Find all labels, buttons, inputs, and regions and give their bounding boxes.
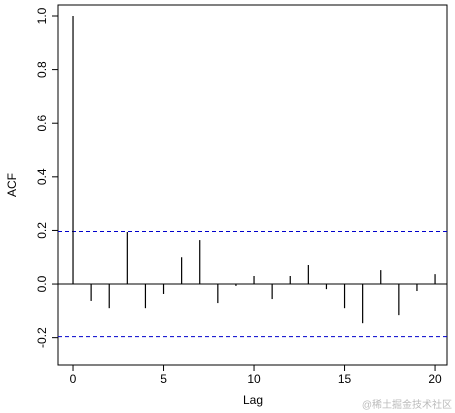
y-tick-label: 0.0 xyxy=(35,275,49,292)
y-tick-label: 0.2 xyxy=(35,222,49,239)
y-tick-label: 0.8 xyxy=(35,61,49,78)
y-tick-label: 1.0 xyxy=(35,7,49,24)
y-tick-label: 0.4 xyxy=(35,168,49,185)
x-tick-label: 10 xyxy=(247,372,261,386)
x-tick-label: 0 xyxy=(70,372,77,386)
x-tick-label: 5 xyxy=(160,372,167,386)
x-axis-label: Lag xyxy=(243,393,263,407)
x-tick-label: 20 xyxy=(428,372,442,386)
y-tick-label: 0.6 xyxy=(35,115,49,132)
plot-frame xyxy=(57,4,448,366)
y-tick-label: -0.2 xyxy=(35,327,49,348)
watermark: @稀土掘金技术社区 xyxy=(362,398,452,411)
y-axis-label: ACF xyxy=(5,173,19,197)
x-tick-label: 15 xyxy=(338,372,352,386)
